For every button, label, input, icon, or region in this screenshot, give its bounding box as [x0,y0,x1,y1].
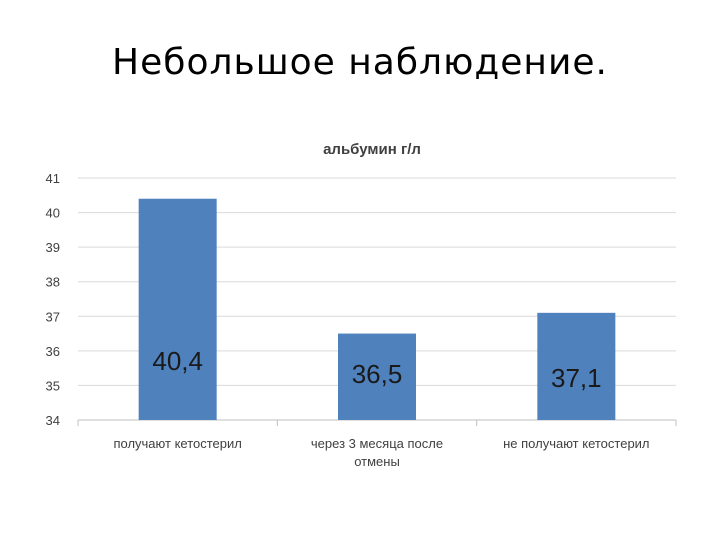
category-label: не получают кетостерил [503,436,649,451]
y-tick-label: 38 [46,275,60,290]
y-tick-label: 39 [46,240,60,255]
category-label: отмены [354,454,400,469]
category-label: через 3 месяца после [311,436,443,451]
bar [138,198,217,420]
y-tick-label: 36 [46,344,60,359]
y-tick-label: 41 [46,171,60,186]
slide-title: Небольшое наблюдение. [112,42,608,83]
category-label: получают кетостерил [113,436,241,451]
bar [537,312,616,420]
y-axis-ticks: 34 35 36 37 38 39 40 41 [46,171,60,428]
x-axis-categories: получают кетостерил через 3 месяца после о… [113,436,649,469]
data-labels: 40,4 36,5 37,1 [152,346,601,393]
y-tick-label: 35 [46,378,60,393]
bars [138,198,616,420]
y-tick-label: 37 [46,309,60,324]
bar [338,333,416,420]
data-label: 40,4 [152,346,203,376]
data-label: 37,1 [551,363,602,393]
y-tick-label: 34 [46,413,60,428]
chart-title: альбумин г/л [323,141,421,158]
y-tick-label: 40 [46,206,60,221]
data-label: 36,5 [352,359,403,389]
